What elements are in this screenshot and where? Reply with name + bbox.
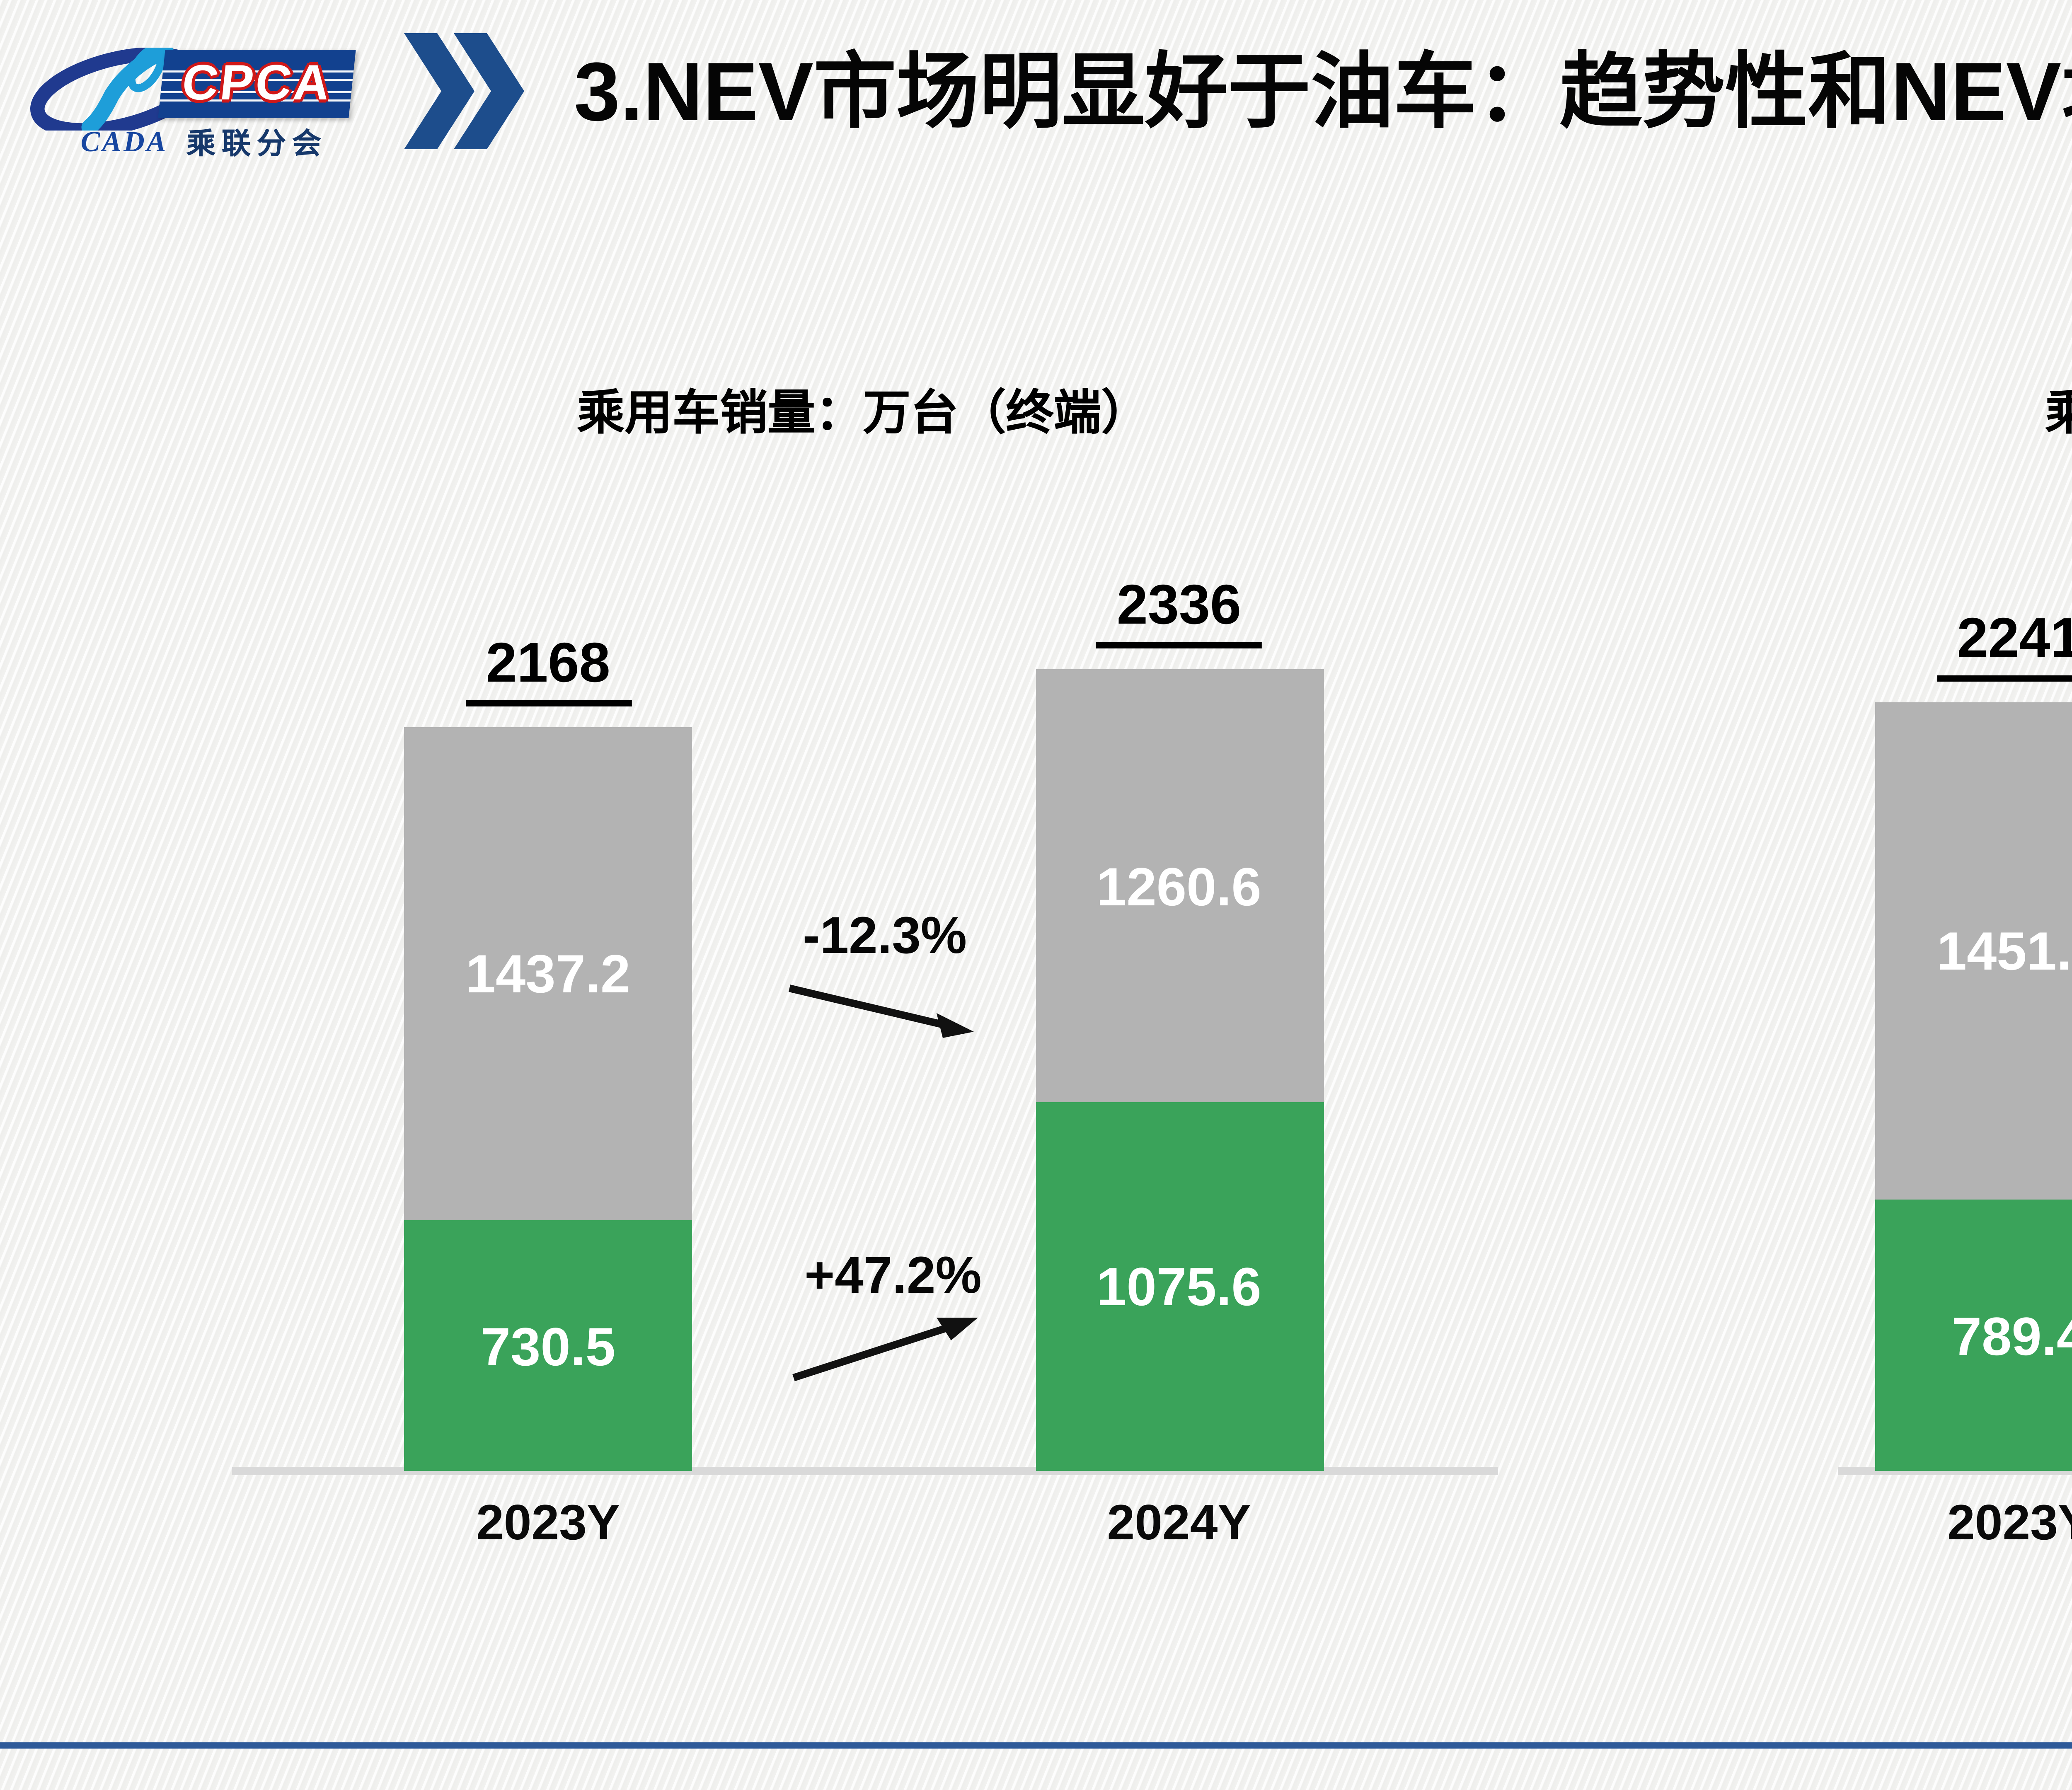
bar-segment-gray-2023Y (404, 728, 692, 1221)
change-label-fuel-terminal: -12.3% (802, 907, 967, 965)
bar-segment-green-2024Y (1035, 1102, 1323, 1471)
total-label-2023Y: 2241 (1936, 605, 2072, 682)
category-label-2023Y: 2023Y (476, 1496, 620, 1552)
total-label-2024Y: 2336 (1096, 573, 1262, 649)
total-label-2023Y: 2168 (465, 630, 631, 707)
footer-divider-line (0, 1742, 2072, 1749)
trend-arrow-up-icon (792, 1318, 978, 1381)
category-label-2024Y: 2024Y (1107, 1496, 1251, 1552)
cada-logo-text: CADA (80, 128, 168, 160)
slide-title: 3.NEV市场明显好于油车：趋势性和NEV增量政策 (574, 48, 2072, 139)
green-value-label-2024Y: 1075.6 (1097, 1255, 1261, 1318)
double-chevron-icon (404, 33, 524, 149)
trend-arrow-down-icon (788, 984, 974, 1038)
gray-value-label-2023Y: 1451.2 (1936, 920, 2072, 983)
chart-title-domestic: 乘用车销量：万台（内需） (1875, 373, 2072, 439)
org-name-label: 乘联分会 (186, 126, 327, 160)
green-value-label-2023Y: 789.4 (1951, 1304, 2072, 1367)
bar-segment-green-2023Y (1875, 1200, 2072, 1471)
cpca-logo-box: CPCA (158, 50, 356, 118)
gray-value-label-2024Y: 1260.6 (1097, 855, 1261, 917)
gray-value-label-2023Y: 1437.2 (465, 943, 631, 1005)
cpca-logo-text: CPCA (179, 56, 335, 112)
bar-segment-gray-2024Y (1035, 670, 1323, 1102)
change-label-nev-terminal: +47.2% (804, 1247, 982, 1305)
bar-segment-green-2023Y (404, 1220, 692, 1471)
green-value-label-2023Y: 730.5 (480, 1314, 616, 1377)
bar-segment-gray-2023Y (1875, 702, 2072, 1200)
category-label-2023Y: 2023Y (1947, 1496, 2072, 1552)
chart-title-terminal: 乘用车销量：万台（终端） (577, 385, 1149, 439)
